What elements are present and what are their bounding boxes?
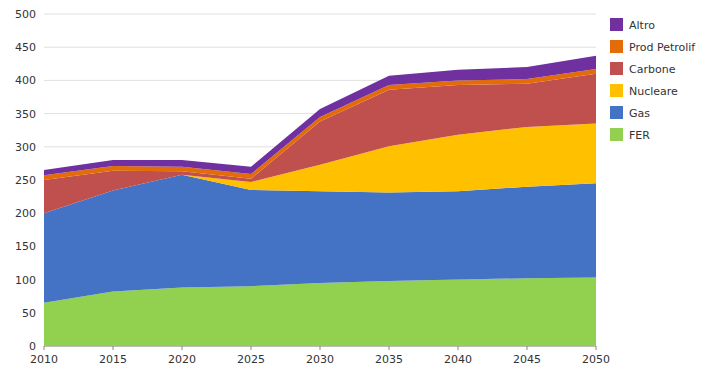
y-tick-label: 500	[15, 8, 36, 21]
x-tick-label: 2015	[99, 353, 127, 366]
x-tick	[113, 346, 114, 350]
y-tick-label: 450	[15, 41, 36, 54]
x-tick-label: 2035	[375, 353, 403, 366]
y-tick-label: 0	[29, 340, 36, 353]
y-tick-label: 150	[15, 240, 36, 253]
legend-label: Nucleare	[629, 85, 678, 98]
x-tick-label: 2050	[582, 353, 610, 366]
legend-swatch	[610, 84, 623, 97]
x-tick	[320, 346, 321, 350]
grid-line	[44, 47, 596, 48]
area	[44, 56, 596, 176]
legend-label: Carbone	[629, 63, 676, 76]
chart-container: 0 50 100 150 200 250 300 350 400 450 500 2010 2015 20…	[0, 0, 716, 376]
x-tick-label: 2045	[513, 353, 541, 366]
y-tick-label: 50	[22, 307, 36, 320]
legend-label: FER	[629, 129, 650, 142]
x-tick	[251, 346, 252, 350]
grid-line	[44, 14, 596, 15]
y-tick-label: 400	[15, 74, 36, 87]
legend-swatch	[610, 106, 623, 119]
legend-label: Gas	[629, 107, 650, 120]
y-tick-label: 200	[15, 207, 36, 220]
x-tick-label: 2020	[168, 353, 196, 366]
x-tick	[458, 346, 459, 350]
legend-swatch	[610, 128, 623, 141]
legend-swatch	[610, 18, 623, 31]
x-tick	[527, 346, 528, 350]
axes: 0 50 100 150 200 250 300 350 400 450 500 2010 2015 20…	[15, 8, 610, 366]
areas	[44, 56, 596, 346]
y-tick-label: 300	[15, 141, 36, 154]
x-tick	[44, 346, 45, 350]
area	[44, 175, 596, 303]
x-tick	[596, 346, 597, 350]
y-tick-label: 350	[15, 108, 36, 121]
chart: 0 50 100 150 200 250 300 350 400 450 500 2010 2015 20…	[0, 0, 716, 376]
legend: Altro Prod Petrolif Carbone Nucleare Gas FER	[610, 18, 696, 142]
x-tick	[182, 346, 183, 350]
x-tick	[389, 346, 390, 350]
legend-label: Altro	[629, 19, 655, 32]
legend-swatch	[610, 62, 623, 75]
y-tick-label: 250	[15, 174, 36, 187]
legend-swatch	[610, 40, 623, 53]
x-tick-label: 2025	[237, 353, 265, 366]
legend-label: Prod Petrolif	[629, 41, 696, 54]
x-tick-label: 2030	[306, 353, 334, 366]
grid	[44, 14, 596, 346]
area	[44, 74, 596, 213]
x-tick-label: 2040	[444, 353, 472, 366]
x-tick-label: 2010	[30, 353, 58, 366]
y-tick-label: 100	[15, 274, 36, 287]
